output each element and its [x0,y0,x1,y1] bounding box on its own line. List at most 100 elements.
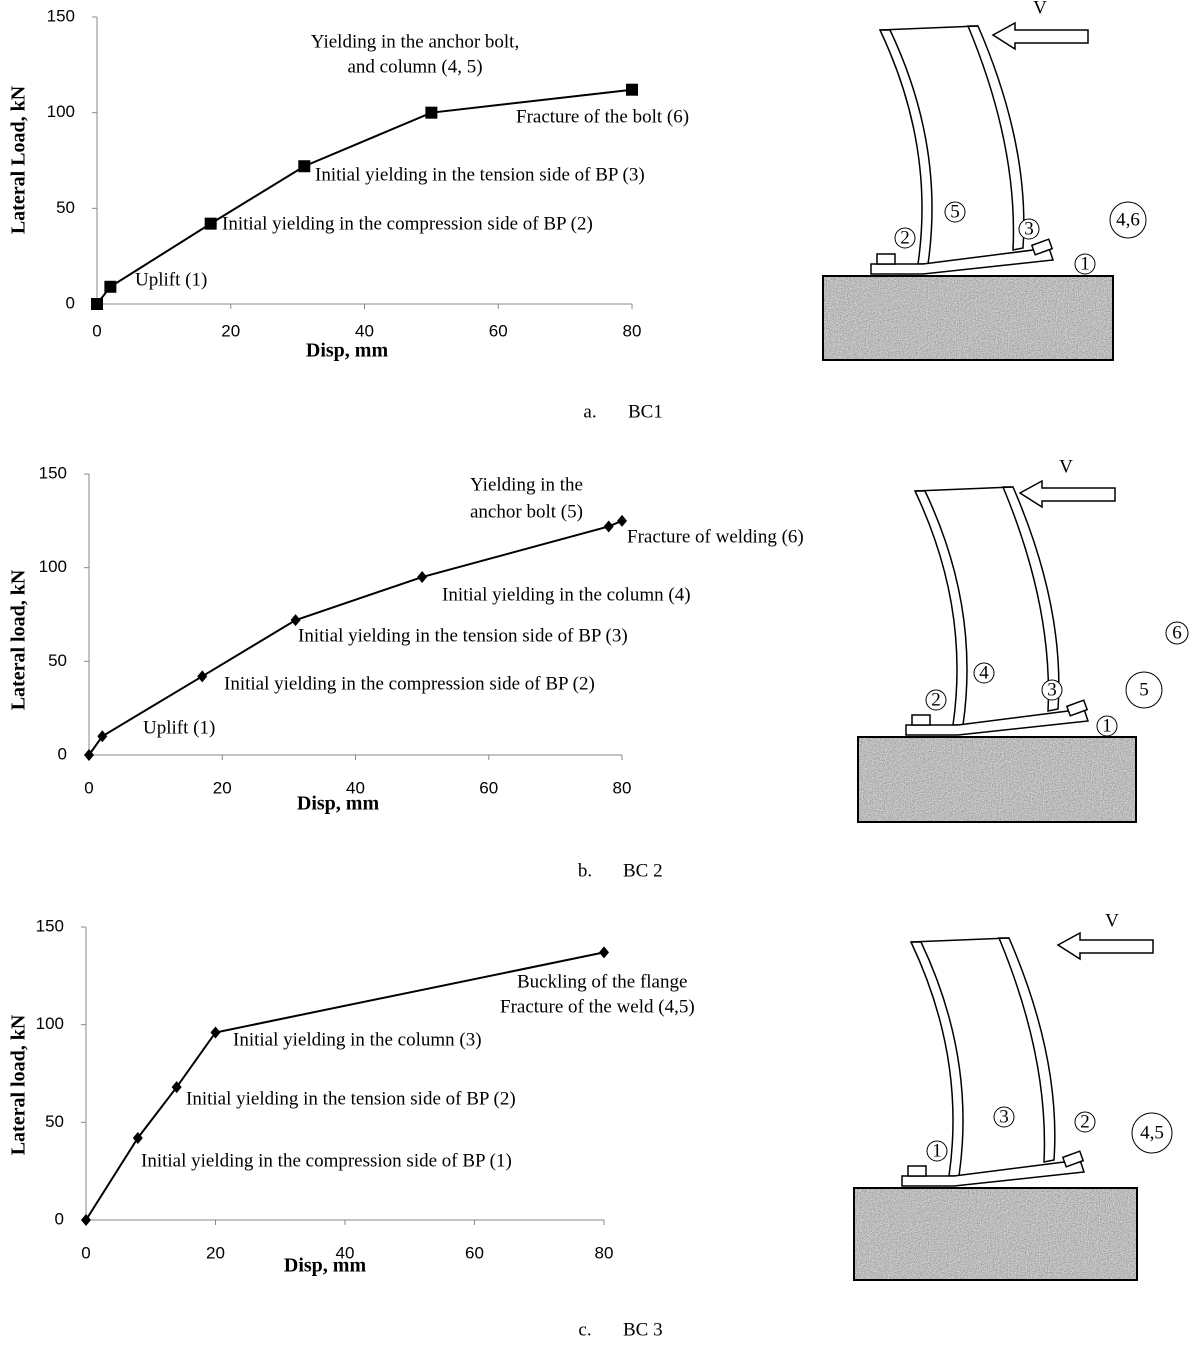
marker [298,160,311,173]
diagram-label: V [1105,910,1119,931]
annotation: Initial yielding in the column (3) [233,1029,482,1050]
bolt [1061,1150,1085,1168]
column-flange [966,25,1025,251]
bolt [1030,238,1054,256]
y-tick-label: 150 [39,463,67,482]
annotation: Fracture of the bolt (6) [516,106,689,127]
marker [81,1214,91,1226]
x-tick-label: 20 [213,778,232,797]
annotation: Initial yielding in the tension side of … [186,1088,516,1109]
caption-text: BC 2 [623,860,663,881]
label-circle [1074,1111,1096,1133]
y-axis-label: Lateral load, kN [8,569,30,710]
base-plate [870,247,1055,275]
y-tick-label: 100 [47,102,75,121]
x-tick-label: 60 [489,321,508,340]
diagram-label: 2 [931,689,941,710]
concrete-outline [857,736,1137,823]
x-axis-label: Disp, mm [284,1255,367,1277]
x-tick-label: 40 [336,1243,355,1262]
y-tick-label: 150 [36,916,64,935]
column-top [914,486,1014,492]
x-tick-label: 40 [355,321,374,340]
label-circle [1109,201,1147,239]
diagram-label: 3 [1047,679,1057,700]
label-circle [944,201,966,223]
caption-label: b. [578,860,592,881]
x-tick-label: 60 [479,778,498,797]
caption-text: BC1 [628,401,663,422]
diagram-label: 3 [999,1106,1009,1127]
x-tick-label: 0 [92,321,101,340]
x-tick-label: 0 [81,1243,90,1262]
x-axis-label: Disp, mm [297,793,380,815]
annotation: Fracture of welding (6) [627,526,804,547]
label-circle [1125,671,1163,709]
y-tick-label: 0 [66,293,75,312]
marker [617,514,627,527]
marker [599,946,609,959]
label-circle [1041,679,1063,701]
bolt [911,714,931,726]
marker [210,1026,221,1039]
y-tick-label: 50 [48,651,67,670]
caption-text: BC 3 [623,1319,663,1340]
diagram-label: 1 [1102,715,1112,736]
annotation: and column (4, 5) [347,56,482,77]
base-plate [905,708,1090,736]
annotation: Uplift (1) [143,717,215,738]
diagram-label: 4 [979,662,989,683]
diagram-label: 4,5 [1140,1122,1164,1143]
annotation: Initial yielding in the tension side of … [298,625,628,646]
caption-label: c. [578,1319,591,1340]
label-circle [993,1106,1015,1128]
y-axis-label: Lateral Load, kN [8,85,30,234]
x-tick-label: 0 [84,778,93,797]
marker [197,670,208,683]
bolt [907,1165,927,1177]
diagram [822,25,1114,361]
x-tick-label: 80 [613,778,632,797]
diagram-label: V [1033,0,1047,18]
concrete-block [857,736,1137,823]
diagram-label: 2 [1080,1111,1090,1132]
bolt [1065,699,1089,717]
annotation: Yielding in the [470,474,583,495]
annotation: Buckling of the flange [517,971,687,992]
marker [97,730,108,743]
y-tick-label: 50 [56,198,75,217]
marker [290,614,301,627]
x-axis-label: Disp, mm [306,340,389,362]
annotation: Initial yielding in the compression side… [224,673,595,694]
marker [104,280,117,293]
marker [417,571,428,584]
bolt [876,253,896,265]
annotation: Yielding in the anchor bolt, [311,31,519,52]
label-circle [926,1140,948,1162]
diagram [853,937,1138,1281]
x-tick-label: 20 [206,1243,225,1262]
diagram-label: 5 [1139,679,1149,700]
annotation: Uplift (1) [135,269,207,290]
column-flange [1001,486,1060,712]
x-tick-label: 20 [221,321,240,340]
concrete-block [822,275,1114,361]
label-circle [973,662,995,684]
concrete-block [853,1187,1138,1281]
x-tick-label: 80 [595,1243,614,1262]
y-tick-label: 0 [55,1209,64,1228]
marker [626,83,638,96]
y-tick-label: 0 [58,744,67,763]
diagram-label: 5 [950,201,960,222]
diagram [857,486,1137,823]
y-tick-label: 100 [36,1014,64,1033]
diagram-label: 2 [900,227,910,248]
diagram-label: 1 [932,1140,942,1161]
diagram-label: 1 [1080,253,1090,274]
caption-label: a. [583,401,596,422]
label-circle [925,689,947,711]
x-tick-label: 80 [623,321,642,340]
annotation: Initial yielding in the compression side… [222,213,593,234]
marker [204,217,217,230]
